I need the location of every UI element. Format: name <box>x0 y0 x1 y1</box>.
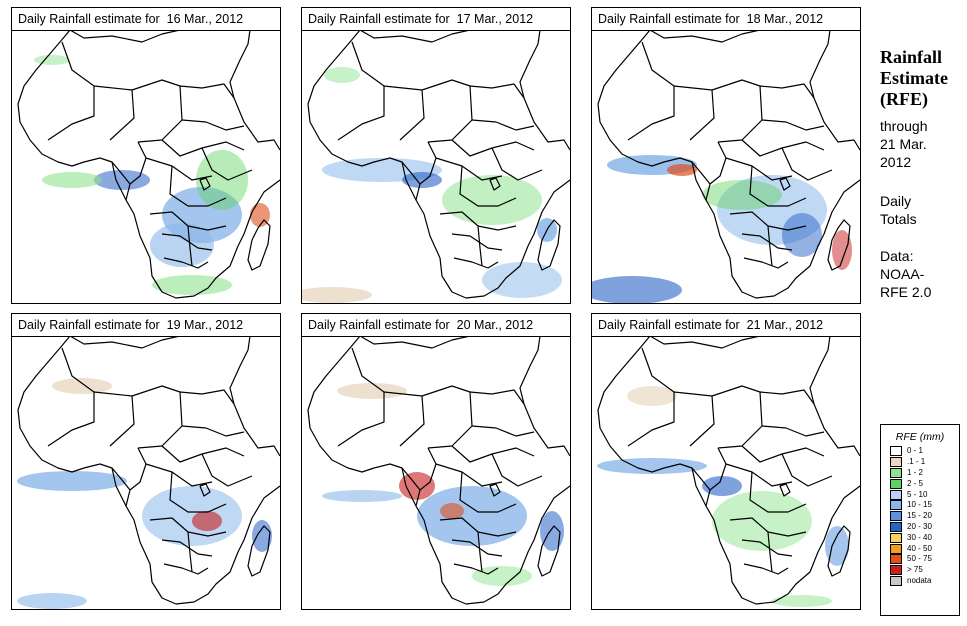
legend-label: 10 - 15 <box>907 500 932 510</box>
legend-label: 2 - 5 <box>907 478 924 488</box>
heading-line-3: (RFE) <box>880 89 928 109</box>
date-line-2: 2012 <box>880 154 912 170</box>
legend-label: > 75 <box>907 565 923 575</box>
through-text: through <box>880 118 928 134</box>
legend-swatch <box>890 521 902 532</box>
date-line-1: 21 Mar. <box>880 136 927 152</box>
legend-swatch <box>890 565 902 576</box>
rainfall-map <box>592 30 860 303</box>
data-label: Data: <box>880 248 914 264</box>
rainfall-map <box>302 30 570 303</box>
legend-item: 5 - 10 <box>890 489 959 500</box>
map-panel-16-mar: Daily Rainfall estimate for 16 Mar., 201… <box>11 7 281 304</box>
legend-label: .1 - 1 <box>907 457 926 467</box>
panel-title: Daily Rainfall estimate for 20 Mar., 201… <box>302 314 570 337</box>
legend-item: 2 - 5 <box>890 478 959 489</box>
legend-item: 0 - 1 <box>890 446 959 457</box>
legend-item: > 75 <box>890 565 959 576</box>
legend-label: nodata <box>907 575 932 585</box>
map-panel-19-mar: Daily Rainfall estimate for 19 Mar., 201… <box>11 313 281 610</box>
side-through: through 21 Mar. 2012 <box>880 117 927 171</box>
legend-label: 50 - 75 <box>907 554 932 564</box>
legend-title: RFE (mm) <box>895 431 945 443</box>
legend-swatch <box>890 457 902 468</box>
rainfall-overlay <box>592 155 852 303</box>
legend-label: 0 - 1 <box>907 446 924 456</box>
map-panel-17-mar: Daily Rainfall estimate for 17 Mar., 201… <box>301 7 571 304</box>
source-line-1: NOAA- <box>880 266 925 282</box>
legend-item: nodata <box>890 575 959 587</box>
legend-swatch <box>890 478 902 489</box>
legend-swatch <box>890 446 902 457</box>
heading-line-2: Estimate <box>880 68 948 88</box>
map-panel-18-mar: Daily Rainfall estimate for 18 Mar., 201… <box>591 7 861 304</box>
heading-line-1: Rainfall <box>880 47 943 67</box>
panel-title: Daily Rainfall estimate for 19 Mar., 201… <box>12 314 280 337</box>
rainfall-overlay <box>17 378 272 609</box>
legend-item: 20 - 30 <box>890 521 959 533</box>
legend-label: 30 - 40 <box>907 532 932 542</box>
side-heading: Rainfall Estimate (RFE) <box>880 47 948 110</box>
legend-item: 50 - 75 <box>890 554 959 565</box>
panel-title: Daily Rainfall estimate for 17 Mar., 201… <box>302 8 570 31</box>
side-daily: Daily Totals <box>880 192 917 228</box>
rainfall-map <box>307 336 570 605</box>
legend-label: 1 - 2 <box>907 467 924 477</box>
panel-title: Daily Rainfall estimate for 16 Mar., 201… <box>12 8 280 31</box>
legend-swatch <box>890 467 902 478</box>
legend-label: 15 - 20 <box>907 511 932 521</box>
legend-label: 5 - 10 <box>907 489 928 499</box>
legend-item: 10 - 15 <box>890 500 959 511</box>
legend-item: 15 - 20 <box>890 511 959 522</box>
legend-swatch <box>890 554 902 565</box>
legend-item: 40 - 50 <box>890 543 959 554</box>
side-data: Data: NOAA- RFE 2.0 <box>880 247 931 301</box>
rainfall-map <box>17 30 280 299</box>
rainfall-map <box>597 336 860 607</box>
legend-swatch <box>890 500 902 511</box>
rainfall-overlay <box>34 55 270 295</box>
rainfall-overlay <box>302 67 562 303</box>
legend-swatch <box>890 489 902 500</box>
rainfall-overlay <box>597 386 849 607</box>
legend-swatch <box>890 532 902 543</box>
legend-swatch <box>890 575 902 586</box>
legend-item: 30 - 40 <box>890 532 959 543</box>
map-panel-21-mar: Daily Rainfall estimate for 21 Mar., 201… <box>591 313 861 610</box>
legend-label: 40 - 50 <box>907 543 932 553</box>
legend-swatch <box>890 511 902 522</box>
daily-line-1: Daily <box>880 193 912 209</box>
source-line-2: RFE 2.0 <box>880 284 932 300</box>
legend-item: .1 - 1 <box>890 457 959 468</box>
panel-title: Daily Rainfall estimate for 18 Mar., 201… <box>592 8 860 31</box>
legend-swatch <box>890 543 902 554</box>
panel-title: Daily Rainfall estimate for 21 Mar., 201… <box>592 314 860 337</box>
map-panel-20-mar: Daily Rainfall estimate for 20 Mar., 201… <box>301 313 571 610</box>
rainfall-map <box>17 336 280 609</box>
legend-item: 1 - 2 <box>890 467 959 479</box>
legend-label: 20 - 30 <box>907 521 932 531</box>
daily-line-2: Totals <box>880 211 917 227</box>
